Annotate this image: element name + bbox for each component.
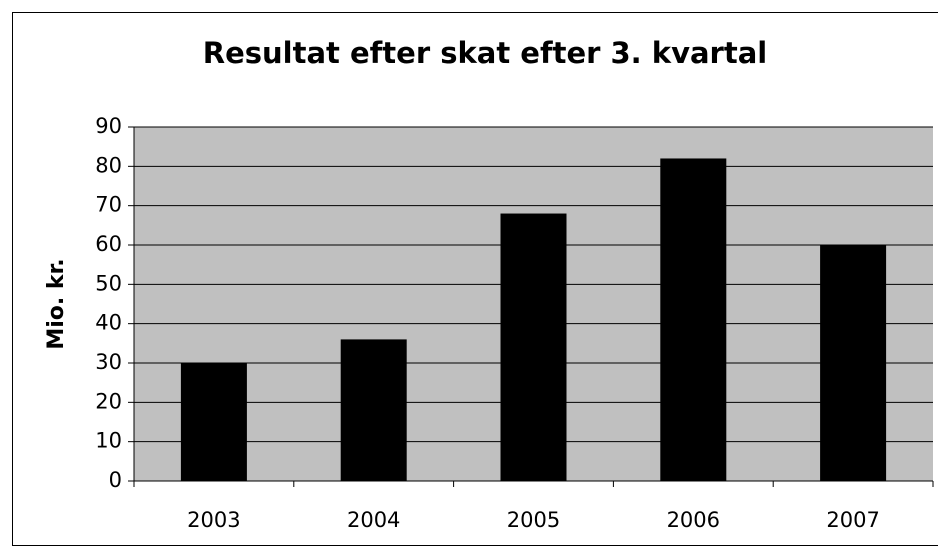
y-tick-label: 10 xyxy=(95,429,122,453)
bar xyxy=(340,339,407,481)
y-tick-label: 90 xyxy=(95,114,122,138)
y-tick-label: 60 xyxy=(95,232,122,256)
bar xyxy=(660,158,727,481)
x-tick-label: 2004 xyxy=(347,508,400,532)
x-tick-label: 2003 xyxy=(187,508,240,532)
y-tick-label: 20 xyxy=(95,389,122,413)
chart-title: Resultat efter skat efter 3. kvartal xyxy=(203,36,767,70)
y-axis-label: Mio. kr. xyxy=(44,258,69,349)
y-tick-label: 70 xyxy=(95,193,122,217)
x-tick-label: 2005 xyxy=(507,508,560,532)
y-tick-label: 80 xyxy=(95,153,122,177)
y-tick-label: 0 xyxy=(109,468,122,492)
y-tick-label: 40 xyxy=(95,311,122,335)
bar xyxy=(820,245,887,481)
x-tick-label: 2007 xyxy=(826,508,879,532)
y-tick-label: 30 xyxy=(95,350,122,374)
x-tick-label: 2006 xyxy=(667,508,720,532)
y-tick-label: 50 xyxy=(95,271,122,295)
bar xyxy=(180,363,247,481)
bar xyxy=(500,213,567,482)
